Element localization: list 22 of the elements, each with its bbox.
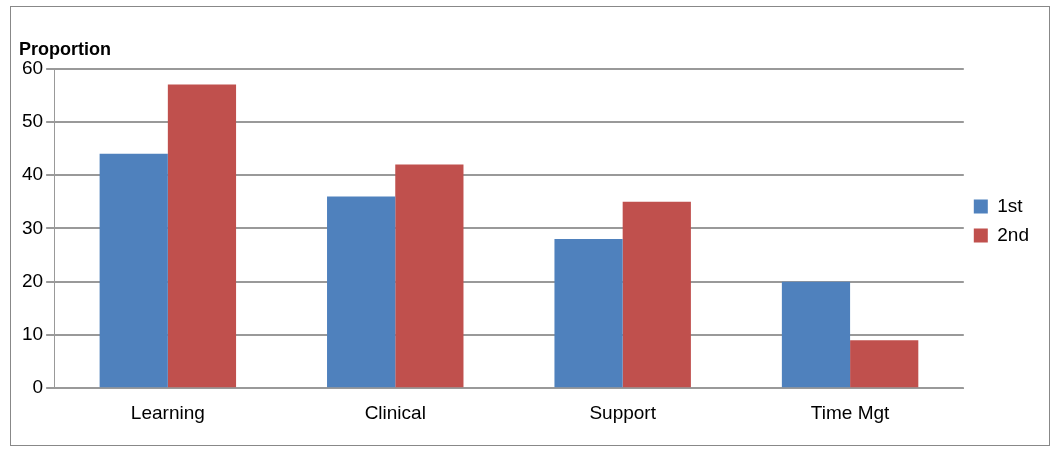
y-tick-label: 20 [21,269,44,291]
x-tick-label: Support [589,401,657,423]
y-tick-label: 40 [21,163,44,185]
y-tick-label: 0 [32,376,44,398]
bar [327,196,396,388]
bar [622,201,691,388]
bar [395,164,464,388]
legend-label: 2nd [997,223,1029,245]
bar [554,239,623,388]
legend-label: 1st [997,194,1024,216]
bar [781,281,851,388]
bar [99,153,168,388]
y-tick-label: 30 [21,216,44,238]
x-tick-label: Time Mgt [810,401,891,423]
bar [850,340,919,388]
bar [167,84,237,388]
y-axis-title: Proportion [19,38,111,59]
y-tick-label: 10 [21,323,44,345]
y-tick-label: 50 [21,110,44,132]
y-tick-label: 60 [21,56,44,78]
x-tick-label: Clinical [364,401,426,423]
x-tick-label: Learning [130,401,205,423]
